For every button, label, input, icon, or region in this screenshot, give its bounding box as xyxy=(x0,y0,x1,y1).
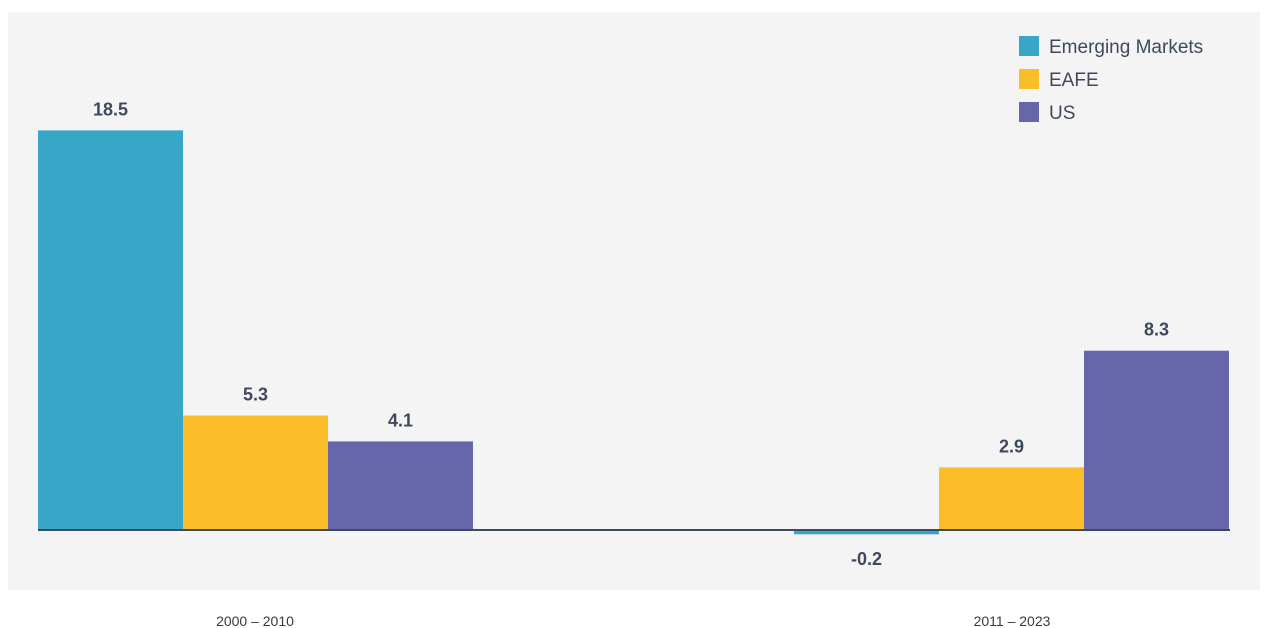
bar-us-2 xyxy=(1084,350,1229,530)
category-label-2: 2011 – 2023 xyxy=(974,613,1051,628)
value-label-us-1: 4.1 xyxy=(388,410,413,430)
legend-label-us: US xyxy=(1049,103,1075,124)
bar-eafe-2 xyxy=(939,467,1084,530)
bar-emerging-markets-1 xyxy=(38,130,183,530)
legend-swatch-eafe xyxy=(1019,69,1039,89)
legend-label-emerging-markets: Emerging Markets xyxy=(1049,37,1203,58)
value-label-emerging-markets-2: -0.2 xyxy=(851,549,882,569)
bar-emerging-markets-2 xyxy=(794,530,939,535)
value-label-emerging-markets-1: 18.5 xyxy=(93,99,128,119)
legend-swatch-us xyxy=(1019,102,1039,122)
bars-group xyxy=(38,130,1229,535)
value-label-us-2: 8.3 xyxy=(1144,320,1169,340)
category-labels-group: 2000 – 2010 2011 – 2023 xyxy=(216,613,1051,628)
value-label-eafe-1: 5.3 xyxy=(243,385,268,405)
legend-swatch-emerging-markets xyxy=(1019,36,1039,56)
legend-label-eafe: EAFE xyxy=(1049,70,1099,91)
value-labels-group: 18.5 5.3 4.1 -0.2 2.9 8.3 xyxy=(93,99,1169,569)
category-label-1: 2000 – 2010 xyxy=(216,613,294,628)
legend: Emerging Markets EAFE US xyxy=(1019,36,1203,124)
bar-us-1 xyxy=(328,441,473,530)
value-label-eafe-2: 2.9 xyxy=(999,436,1024,456)
bar-eafe-1 xyxy=(183,415,328,530)
